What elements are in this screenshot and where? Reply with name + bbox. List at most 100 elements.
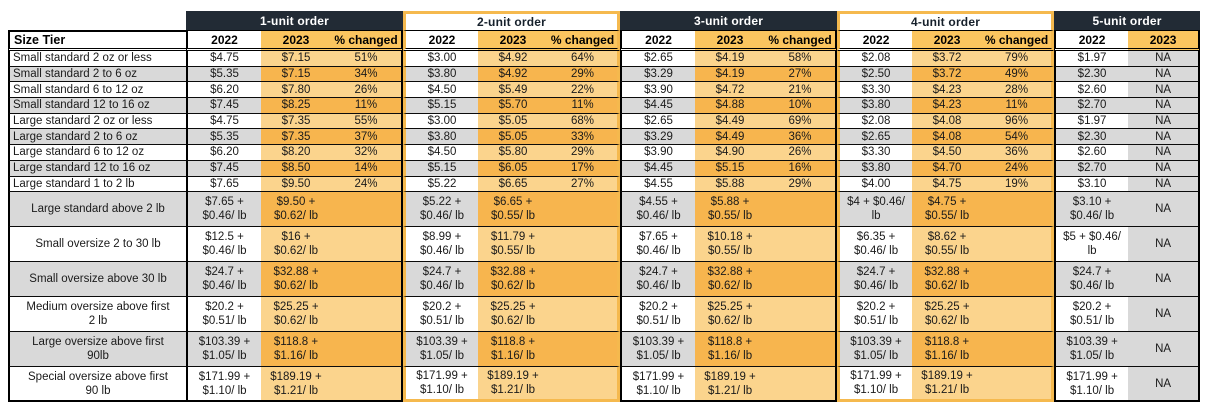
pct-changed-cell [765,192,838,228]
pct-changed-cell [548,332,621,368]
na-cell: NA [1128,367,1201,403]
na-cell: NA [1128,82,1201,99]
pct-changed-cell [331,227,404,263]
pct-changed-cell: 11% [982,98,1055,114]
price-2023-cell: $118.8 + $1.16/ lb [912,332,983,368]
price-2022-cell: $4.50 [403,82,479,99]
table-body: Small standard 2 oz or less $4.75 $7.15 51%… [8,51,1201,403]
pct-changed-cell [982,192,1055,228]
price-2022-cell: $3.29 [620,129,696,146]
pct-changed-cell [331,192,404,228]
na-cell: NA [1128,262,1201,298]
price-2022-cell: $171.99 + $1.10/ lb [837,367,913,403]
size-tier-cell: Large standard 2 oz or less [8,113,186,130]
table-row: Large standard above 2 lb $7.65 + $0.46/ … [8,192,1201,228]
price-2023-cell: $8.62 + $0.55/ lb [912,227,983,263]
price-2023-cell: $32.88 + $0.62/ lb [261,262,331,298]
size-tier-cell: Large standard 2 to 6 oz [8,129,186,146]
price-2022-cell: $20.2 + $0.51/ lb [186,297,261,333]
price-2023-cell: $8.25 [261,98,331,114]
price-2023-cell: $25.25 + $0.62/ lb [261,297,331,333]
price-2023-cell: $5.88 + $0.55/ lb [695,192,766,228]
price-2022-cell: $24.7 + $0.46/ lb [186,262,261,298]
pricing-table: 1-unit order 2-unit order 3-unit order 4-un… [8,11,1201,403]
price-2022-cell: $2.30 [1054,66,1129,83]
price-2023-cell: $118.8 + $1.16/ lb [261,332,331,368]
price-2022-cell: $4.75 [186,51,261,67]
pct-changed-cell [548,297,621,333]
price-2022-cell: $2.65 [620,113,696,130]
price-2022-cell: $1.97 [1054,113,1129,130]
price-2022-cell: $4.45 [620,160,696,177]
price-2022-cell: $7.65 + $0.46/ lb [620,227,696,263]
pct-changed-cell: 27% [765,66,838,83]
col-header-2023: 2023 [912,30,983,51]
price-2022-cell: $171.99 + $1.10/ lb [620,367,696,403]
price-2023-cell: $7.15 [261,51,331,67]
price-2022-cell: $3.90 [620,82,696,99]
price-2023-cell: $25.25 + $0.62/ lb [912,297,983,333]
pct-changed-cell: 29% [548,66,621,83]
price-2023-cell: $4.90 [695,145,766,161]
na-cell: NA [1128,227,1201,263]
size-tier-cell: Small standard 2 to 6 oz [8,66,186,83]
pct-changed-cell: 79% [982,51,1055,67]
price-2022-cell: $6.20 [186,145,261,161]
pct-changed-cell [765,227,838,263]
pct-changed-cell: 19% [982,176,1055,193]
table-row: Small standard 2 to 6 oz $5.35 $7.15 34% $3.… [8,66,1201,83]
col-header-pct-changed: % changed [765,30,838,51]
group-header-1-unit-order: 1-unit order [186,11,404,30]
price-2022-cell: $3.00 [403,113,479,130]
pct-changed-cell: 16% [765,160,838,177]
price-2022-cell: $3.30 [837,145,913,161]
price-2023-cell: $5.15 [695,160,766,177]
price-2023-cell: $4.23 [912,82,983,99]
col-header-2022: 2022 [1054,30,1129,51]
pct-changed-cell [548,192,621,228]
pct-changed-cell: 11% [548,98,621,114]
table-row: Small standard 12 to 16 oz $7.45 $8.25 11% $… [8,98,1201,114]
pct-changed-cell: 54% [982,129,1055,146]
price-2022-cell: $3.80 [403,66,479,83]
size-tier-cell: Small standard 12 to 16 oz [8,98,186,114]
pct-changed-cell: 37% [331,129,404,146]
pct-changed-cell: 96% [982,113,1055,130]
pct-changed-cell: 26% [331,82,404,99]
price-2023-cell: $4.50 [912,145,983,161]
price-2023-cell: $5.05 [478,113,549,130]
size-tier-header: Size Tier [8,30,186,51]
size-tier-cell: Large standard 6 to 12 oz [8,145,186,161]
price-2023-cell: $6.05 [478,160,549,177]
price-2023-cell: $25.25 + $0.62/ lb [478,297,549,333]
price-2023-cell: $3.72 [912,51,983,67]
price-2022-cell: $2.08 [837,51,913,67]
pct-changed-cell: 27% [548,176,621,193]
price-2022-cell: $24.7 + $0.46/ lb [837,262,913,298]
price-2023-cell: $189.19 + $1.21/ lb [912,367,983,403]
pct-changed-cell: 17% [548,160,621,177]
size-tier-cell: Small standard 2 oz or less [8,51,186,67]
na-cell: NA [1128,98,1201,114]
price-2022-cell: $5 + $0.46/ lb [1054,227,1129,263]
price-2023-cell: $4.92 [478,66,549,83]
price-2023-cell: $16 + $0.62/ lb [261,227,331,263]
column-header-row: Size Tier 2022 2023% changed 2022 2023% chan… [8,30,1201,51]
price-2023-cell: $4.23 [912,98,983,114]
pct-changed-cell: 55% [331,113,404,130]
price-2023-cell: $4.70 [912,160,983,177]
table-row: Large standard 12 to 16 oz $7.45 $8.50 14% $… [8,160,1201,177]
price-2023-cell: $5.80 [478,145,549,161]
pct-changed-cell: 21% [765,82,838,99]
price-2022-cell: $3.80 [837,160,913,177]
price-2022-cell: $2.65 [620,51,696,67]
pct-changed-cell: 34% [331,66,404,83]
pct-changed-cell [548,367,621,403]
price-2023-cell: $7.35 [261,113,331,130]
price-2022-cell: $24.7 + $0.46/ lb [403,262,479,298]
price-2023-cell: $7.80 [261,82,331,99]
price-2023-cell: $32.88 + $0.62/ lb [695,262,766,298]
price-2022-cell: $5.35 [186,129,261,146]
pct-changed-cell: 69% [765,113,838,130]
